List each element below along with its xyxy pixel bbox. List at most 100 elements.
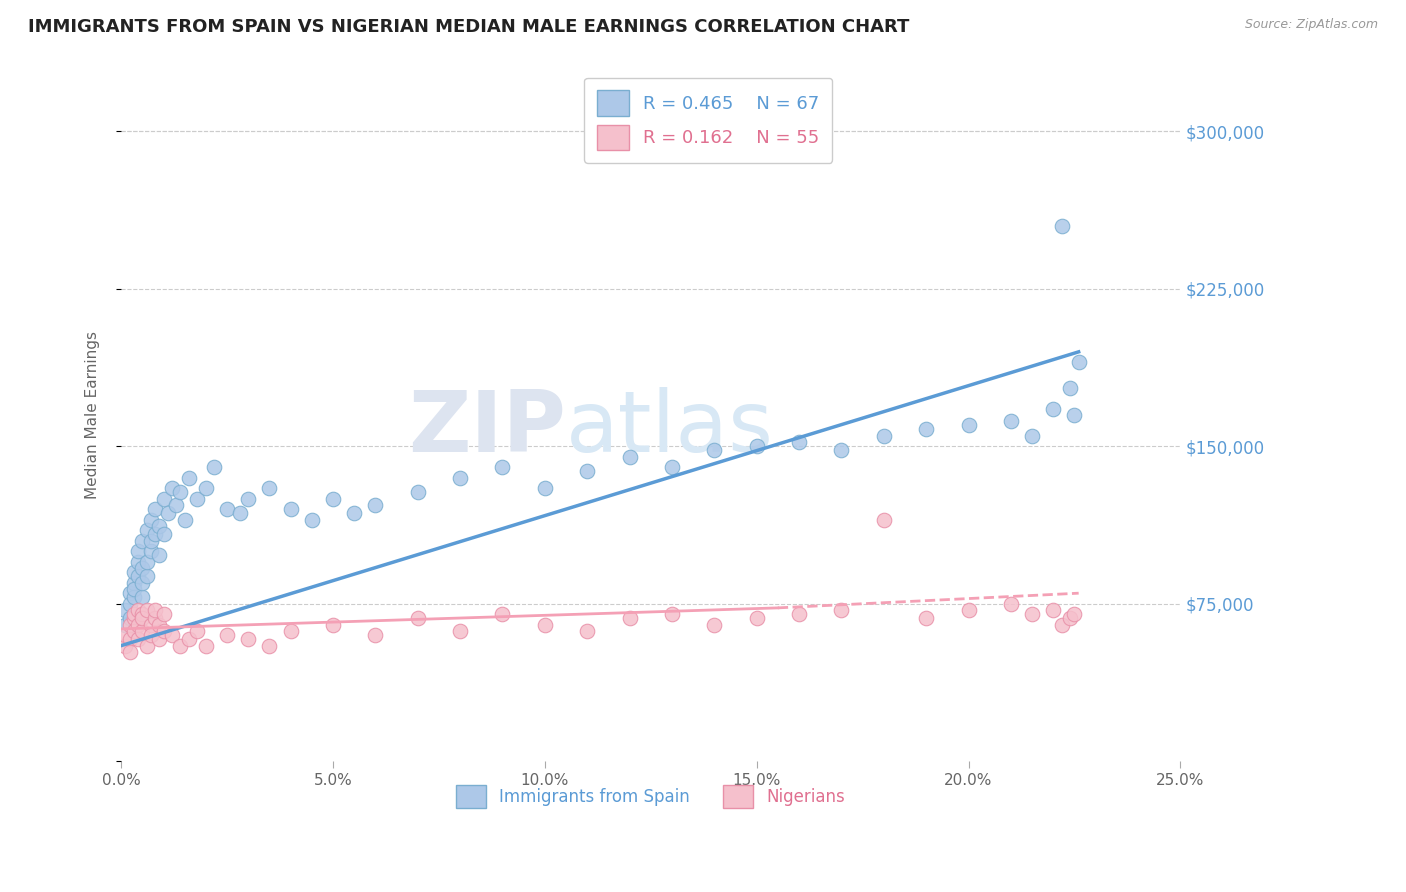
Point	[259, 639, 281, 653]
Point	[1067, 355, 1090, 369]
Point	[491, 460, 513, 475]
Point	[830, 603, 852, 617]
Point	[139, 544, 162, 558]
Point	[114, 617, 136, 632]
Point	[343, 507, 366, 521]
Point	[122, 582, 145, 596]
Point	[745, 611, 768, 625]
Point	[322, 491, 344, 506]
Point	[131, 624, 153, 638]
Point	[118, 617, 141, 632]
Point	[194, 639, 217, 653]
Point	[152, 527, 174, 541]
Point	[139, 513, 162, 527]
Point	[1059, 380, 1081, 394]
Point	[1021, 429, 1043, 443]
Point	[135, 555, 157, 569]
Point	[135, 603, 157, 617]
Point	[127, 617, 149, 632]
Text: IMMIGRANTS FROM SPAIN VS NIGERIAN MEDIAN MALE EARNINGS CORRELATION CHART: IMMIGRANTS FROM SPAIN VS NIGERIAN MEDIAN…	[28, 18, 910, 36]
Point	[131, 611, 153, 625]
Point	[533, 481, 555, 495]
Point	[215, 628, 238, 642]
Point	[131, 533, 153, 548]
Point	[1050, 617, 1073, 632]
Point	[186, 624, 208, 638]
Point	[114, 639, 136, 653]
Point	[173, 513, 195, 527]
Point	[1059, 611, 1081, 625]
Point	[406, 611, 429, 625]
Point	[1021, 607, 1043, 622]
Point	[114, 628, 136, 642]
Point	[143, 603, 166, 617]
Point	[873, 513, 896, 527]
Point	[238, 632, 260, 647]
Point	[703, 617, 725, 632]
Point	[139, 533, 162, 548]
Point	[160, 481, 183, 495]
Point	[135, 569, 157, 583]
Point	[131, 561, 153, 575]
Point	[122, 591, 145, 605]
Point	[127, 603, 149, 617]
Point	[202, 460, 225, 475]
Point	[491, 607, 513, 622]
Point	[127, 569, 149, 583]
Point	[229, 507, 252, 521]
Point	[1042, 603, 1064, 617]
Point	[122, 611, 145, 625]
Point	[1063, 408, 1085, 422]
Point	[148, 632, 170, 647]
Point	[322, 617, 344, 632]
Point	[127, 632, 149, 647]
Point	[118, 597, 141, 611]
Point	[957, 418, 980, 433]
Point	[131, 607, 153, 622]
Point	[118, 586, 141, 600]
Point	[122, 565, 145, 579]
Point	[160, 628, 183, 642]
Point	[576, 624, 599, 638]
Point	[957, 603, 980, 617]
Point	[143, 611, 166, 625]
Point	[186, 491, 208, 506]
Point	[280, 624, 302, 638]
Point	[177, 632, 200, 647]
Point	[177, 471, 200, 485]
Point	[131, 575, 153, 590]
Point	[787, 607, 810, 622]
Point	[114, 603, 136, 617]
Point	[406, 485, 429, 500]
Point	[143, 527, 166, 541]
Point	[194, 481, 217, 495]
Text: Source: ZipAtlas.com: Source: ZipAtlas.com	[1244, 18, 1378, 31]
Point	[152, 491, 174, 506]
Point	[118, 632, 141, 647]
Point	[915, 422, 938, 436]
Point	[259, 481, 281, 495]
Point	[787, 435, 810, 450]
Point	[745, 439, 768, 453]
Point	[118, 645, 141, 659]
Point	[169, 639, 191, 653]
Point	[215, 502, 238, 516]
Point	[135, 639, 157, 653]
Point	[165, 498, 187, 512]
Point	[152, 624, 174, 638]
Point	[143, 502, 166, 516]
Point	[661, 607, 683, 622]
Point	[122, 624, 145, 638]
Point	[122, 575, 145, 590]
Point	[830, 443, 852, 458]
Point	[122, 607, 145, 622]
Point	[169, 485, 191, 500]
Point	[152, 607, 174, 622]
Point	[364, 628, 387, 642]
Point	[127, 555, 149, 569]
Point	[1050, 219, 1073, 233]
Point	[661, 460, 683, 475]
Point	[1063, 607, 1085, 622]
Point	[127, 544, 149, 558]
Point	[301, 513, 323, 527]
